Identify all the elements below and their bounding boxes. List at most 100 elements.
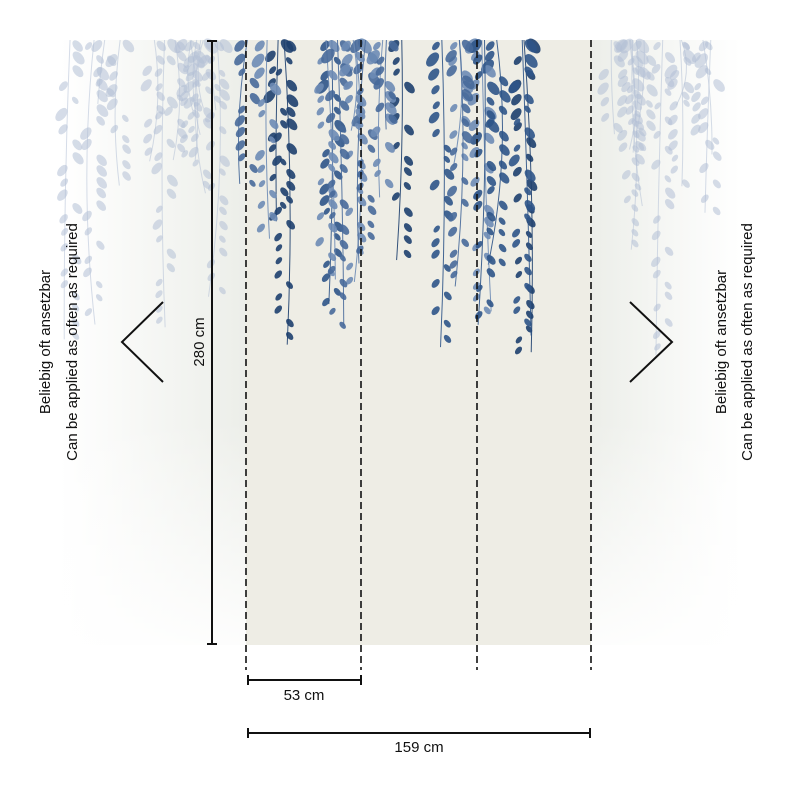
leaf [665, 52, 676, 63]
vine [679, 39, 684, 187]
leaf [286, 143, 298, 155]
vine [189, 39, 199, 161]
leaf [122, 160, 131, 170]
leaf [375, 102, 385, 113]
leaf [617, 129, 628, 141]
leaf [238, 68, 246, 76]
leaf [275, 257, 283, 265]
leaf [315, 237, 324, 247]
leaf [388, 40, 399, 52]
leaf [712, 179, 721, 189]
leaf [95, 281, 103, 289]
vine [86, 39, 96, 325]
leaf [683, 99, 690, 107]
leaf [403, 235, 412, 244]
leaf [339, 321, 346, 329]
leaf [404, 124, 414, 136]
leaf [265, 50, 276, 63]
vine [187, 39, 194, 111]
leaf [153, 124, 163, 135]
leaf [166, 174, 178, 187]
leaf [96, 200, 107, 211]
leaf [384, 178, 394, 189]
leaf [473, 54, 483, 65]
leaf [431, 238, 440, 248]
leaf [443, 264, 451, 272]
leaf [339, 292, 347, 300]
leaf [286, 219, 296, 230]
leaf [651, 230, 661, 241]
leaf [356, 182, 364, 191]
leaf [486, 175, 497, 187]
leaf [152, 219, 163, 230]
leaf [106, 55, 117, 66]
leaf [166, 138, 176, 148]
leaf [432, 41, 440, 51]
vine [481, 39, 492, 312]
leaf [314, 83, 324, 94]
leaf [449, 130, 458, 139]
leaf [513, 193, 522, 203]
leaf [341, 53, 353, 66]
leaf [61, 228, 69, 236]
leaf [651, 64, 661, 74]
leaf [444, 195, 453, 206]
leaf [317, 121, 325, 129]
leaf [513, 306, 521, 314]
leaf [367, 194, 375, 203]
leaf [96, 104, 109, 117]
leaf [72, 331, 80, 340]
leaf [254, 67, 265, 79]
leaf [205, 86, 213, 95]
leaf [235, 127, 246, 138]
leaf [343, 81, 352, 90]
leaf [704, 67, 712, 75]
leaf [524, 127, 536, 139]
leaf [392, 141, 400, 150]
leaf [499, 172, 510, 184]
leaf [429, 179, 440, 191]
leaf [167, 38, 181, 54]
leaf [444, 168, 455, 180]
leaf [274, 305, 283, 314]
leaf [341, 40, 351, 52]
leaf [249, 164, 258, 173]
leaf [96, 89, 108, 103]
leaf [257, 164, 266, 173]
leaf [286, 180, 296, 191]
leaf [631, 204, 639, 212]
leaf [448, 211, 458, 222]
leaf [60, 178, 69, 187]
leaf [328, 70, 338, 81]
leaf [524, 213, 532, 222]
leaf [155, 290, 163, 299]
leaf [96, 165, 107, 177]
leaf [258, 180, 266, 188]
vine [440, 39, 445, 348]
leaf [646, 55, 657, 66]
leaf [156, 55, 166, 65]
leaf [613, 122, 623, 133]
leaf [443, 319, 451, 328]
panel-dividers [245, 40, 592, 670]
leaf [274, 270, 283, 279]
leaf [110, 124, 119, 134]
leaf [72, 152, 84, 165]
leaf [140, 79, 152, 92]
leaf [449, 249, 458, 258]
leaf [249, 77, 260, 89]
leaf [373, 78, 384, 90]
leaf [682, 49, 697, 64]
leaf [286, 79, 298, 92]
leaf [513, 118, 521, 126]
leaf [461, 177, 469, 185]
leaf [461, 118, 470, 128]
leaf [513, 296, 521, 304]
leaf [631, 172, 640, 182]
leaf [498, 243, 507, 253]
leaf [58, 81, 68, 91]
leaf [486, 211, 496, 222]
leaf [653, 215, 661, 224]
leaf [257, 98, 266, 107]
leaf [72, 65, 84, 78]
